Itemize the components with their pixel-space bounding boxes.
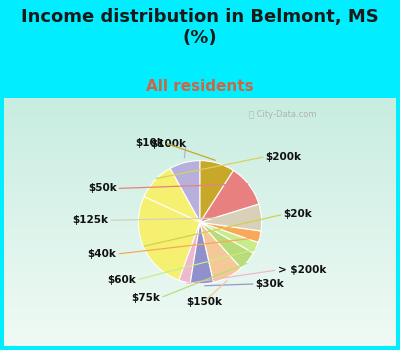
Text: All residents: All residents [146,79,254,94]
Wedge shape [190,222,214,284]
Text: $150k: $150k [186,297,222,307]
Text: $10k: $10k [136,138,164,148]
Text: > $200k: > $200k [278,265,326,275]
Wedge shape [200,222,253,268]
Text: $40k: $40k [88,249,116,259]
Text: $30k: $30k [256,279,284,289]
Wedge shape [200,204,262,231]
Text: ⓘ City-Data.com: ⓘ City-Data.com [249,111,317,119]
Wedge shape [200,170,259,222]
Wedge shape [200,222,258,253]
Text: Income distribution in Belmont, MS
(%): Income distribution in Belmont, MS (%) [21,8,379,47]
Wedge shape [170,161,200,222]
Text: $200k: $200k [266,152,302,162]
Wedge shape [200,222,261,243]
Wedge shape [144,168,200,222]
Text: $50k: $50k [88,183,116,194]
Text: $100k: $100k [150,139,186,149]
Wedge shape [200,222,241,282]
Wedge shape [179,222,200,283]
Text: $125k: $125k [72,215,108,225]
Wedge shape [200,161,233,222]
Wedge shape [138,197,200,280]
Text: $60k: $60k [108,275,136,285]
Text: $75k: $75k [131,293,160,303]
Text: $20k: $20k [284,209,312,219]
